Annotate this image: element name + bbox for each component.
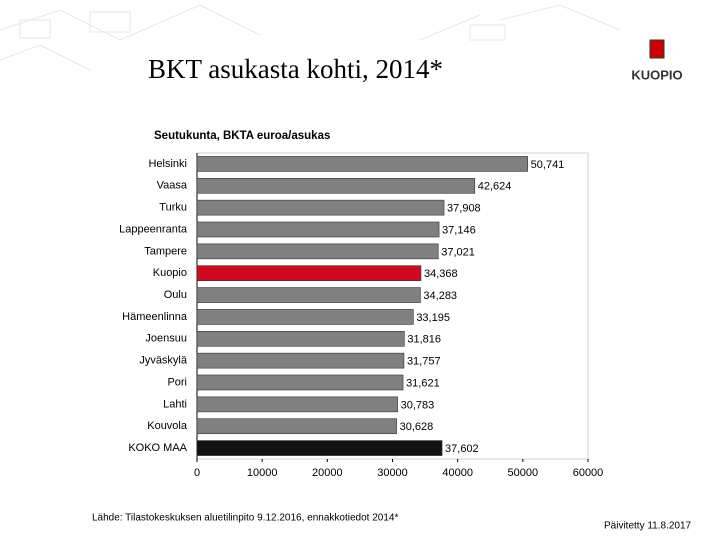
value-label: 30,783 [401, 399, 435, 411]
value-label: 31,621 [406, 377, 440, 389]
x-tick-label: 60000 [573, 467, 604, 479]
value-label: 31,757 [407, 356, 441, 368]
bar [196, 287, 421, 303]
value-label: 33,195 [416, 312, 450, 324]
y-tick-label: Tampere [144, 245, 187, 257]
chart-subtitle: Seutukunta, BKTA euroa/asukas [154, 130, 330, 142]
value-label: 37,021 [441, 246, 475, 258]
bar [196, 440, 443, 456]
bar [196, 309, 414, 325]
y-tick-label: Pori [167, 376, 187, 388]
x-tick-label: 0 [194, 467, 200, 479]
x-tick-label: 30000 [377, 467, 408, 479]
y-tick-label: Joensuu [145, 333, 187, 345]
value-label: 37,602 [445, 443, 479, 455]
value-label: 34,368 [424, 268, 458, 280]
logo-text: KUOPIO [631, 67, 682, 82]
y-tick-label: Lahti [163, 398, 187, 410]
y-tick-label: Hämeenlinna [122, 311, 188, 323]
value-label: 37,908 [447, 203, 481, 215]
bar [196, 265, 422, 282]
value-label: 31,816 [407, 334, 441, 346]
y-tick-label: Helsinki [148, 158, 187, 170]
source: Lähde: Tilastokeskuksen aluetilinpito 9.… [92, 513, 398, 524]
bar [196, 418, 397, 435]
slide-title: BKT asukasta kohti, 2014* [148, 54, 443, 84]
x-tick-label: 40000 [442, 467, 473, 479]
plot-frame [196, 152, 589, 460]
bar [196, 243, 439, 260]
y-tick-label: Kuopio [153, 267, 187, 279]
y-tick-label: Vaasa [157, 180, 188, 192]
bar [196, 352, 405, 369]
bar [196, 199, 445, 216]
y-tick-label: Lappeenranta [119, 223, 188, 235]
logo: KUOPIO [631, 39, 683, 82]
y-tick-label: Oulu [164, 289, 187, 301]
y-tick-label: KOKO MAA [128, 442, 187, 454]
bar [196, 396, 398, 413]
bar [196, 221, 440, 238]
bar [196, 330, 405, 347]
bar [196, 374, 404, 391]
y-tick-label: Kouvola [147, 420, 188, 432]
updated: Päivitetty 11.8.2017 [604, 521, 692, 532]
bar [196, 177, 476, 194]
value-label: 30,628 [400, 421, 434, 433]
x-tick-label: 10000 [247, 467, 278, 479]
x-tick-label: 20000 [312, 467, 343, 479]
y-tick-label: Jyväskylä [139, 355, 188, 367]
bar [196, 156, 528, 172]
y-tick-label: Turku [159, 202, 187, 214]
value-label: 37,146 [442, 224, 476, 236]
value-label: 50,741 [531, 159, 565, 171]
value-label: 42,624 [478, 181, 512, 193]
x-tick-label: 50000 [508, 467, 539, 479]
value-label: 34,283 [423, 290, 457, 302]
background-pattern [0, 4, 621, 71]
